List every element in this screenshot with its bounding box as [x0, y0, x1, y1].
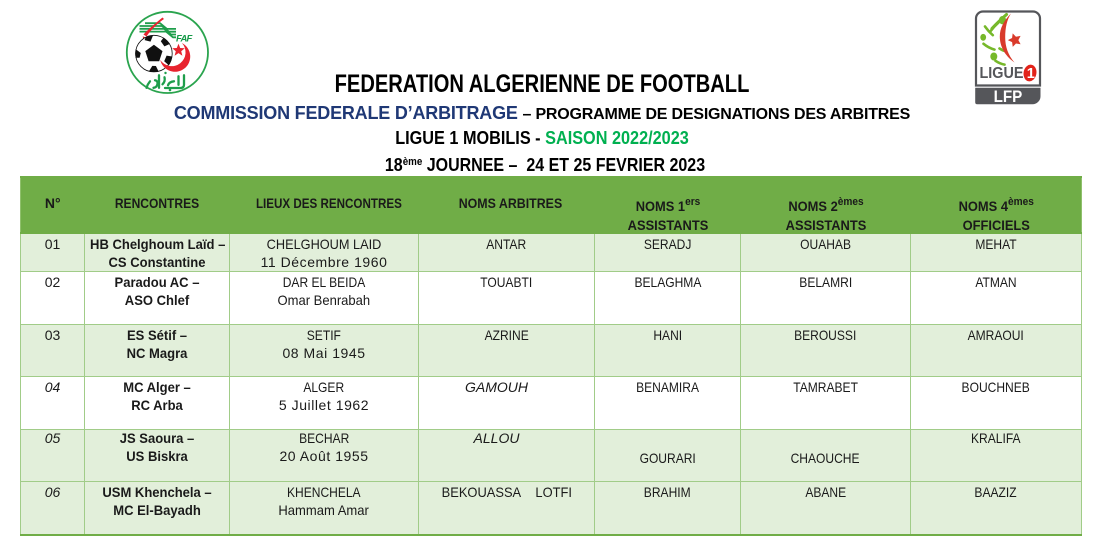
svg-text:FAF: FAF	[176, 34, 193, 45]
svg-text:1: 1	[1027, 66, 1035, 82]
svg-text:LFP: LFP	[994, 87, 1023, 106]
svg-text:LIGUE: LIGUE	[980, 65, 1024, 82]
